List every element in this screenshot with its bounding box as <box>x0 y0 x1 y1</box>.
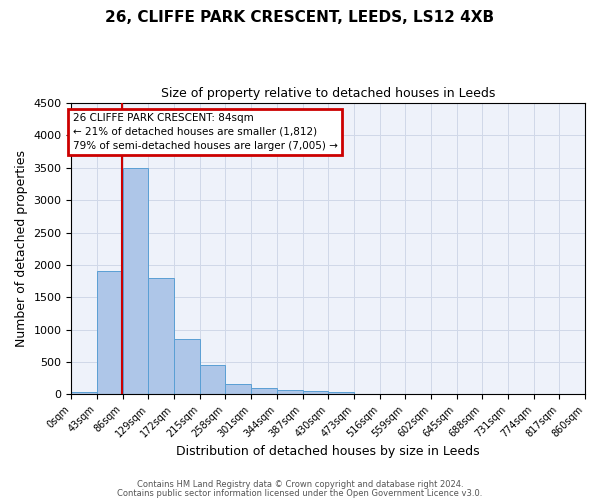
Bar <box>123 168 148 394</box>
X-axis label: Distribution of detached houses by size in Leeds: Distribution of detached houses by size … <box>176 444 480 458</box>
Bar <box>148 278 174 394</box>
Text: 26, CLIFFE PARK CRESCENT, LEEDS, LS12 4XB: 26, CLIFFE PARK CRESCENT, LEEDS, LS12 4X… <box>106 10 494 25</box>
Text: 26 CLIFFE PARK CRESCENT: 84sqm
← 21% of detached houses are smaller (1,812)
79% : 26 CLIFFE PARK CRESCENT: 84sqm ← 21% of … <box>73 113 337 151</box>
Bar <box>97 272 123 394</box>
Text: Contains HM Land Registry data © Crown copyright and database right 2024.: Contains HM Land Registry data © Crown c… <box>137 480 463 489</box>
Title: Size of property relative to detached houses in Leeds: Size of property relative to detached ho… <box>161 88 496 101</box>
Bar <box>302 391 328 394</box>
Y-axis label: Number of detached properties: Number of detached properties <box>15 150 28 347</box>
Bar <box>174 340 200 394</box>
Bar <box>200 365 226 394</box>
Bar <box>71 392 97 394</box>
Bar <box>328 392 354 394</box>
Bar <box>251 388 277 394</box>
Bar <box>277 390 302 394</box>
Text: Contains public sector information licensed under the Open Government Licence v3: Contains public sector information licen… <box>118 488 482 498</box>
Bar <box>226 384 251 394</box>
